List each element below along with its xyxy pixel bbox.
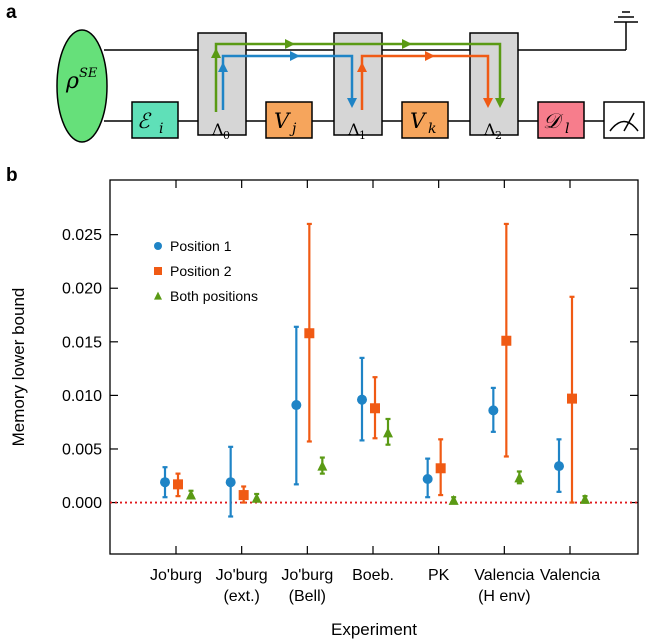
op-vk-subscript: k — [428, 121, 436, 137]
data-point — [422, 473, 433, 484]
y-tick-label: 0.025 — [62, 227, 102, 244]
initial-state-ellipse — [56, 29, 108, 143]
data-point — [383, 427, 393, 438]
lambda-2-subscript: 2 — [495, 129, 502, 142]
legend-label: Both positions — [170, 288, 258, 304]
x-tick-label: Jo'burg — [150, 567, 202, 584]
process-box-lambda-0 — [197, 32, 247, 136]
green-flow-arrow — [211, 39, 505, 112]
x-tick-label: Boeb. — [352, 567, 394, 584]
lambda-0-symbol: Λ — [211, 120, 224, 139]
op-d-subscript: l — [565, 121, 569, 137]
data-point — [251, 492, 262, 503]
plot-frame — [109, 179, 639, 555]
op-vj-subscript: j — [289, 121, 297, 137]
panel-a-circuit-diagram: a ρ SE ℰ i V j — [6, 2, 645, 143]
legend-marker — [154, 291, 162, 300]
op-e-symbol: ℰ — [137, 109, 152, 133]
data-point — [435, 463, 446, 474]
data-point — [304, 328, 315, 339]
lambda-0-subscript: 0 — [223, 129, 230, 142]
x-tick-label: Jo'burg — [281, 567, 333, 584]
y-tick-labels: 0.000 0.005 0.010 0.015 0.020 0.025 — [62, 227, 102, 512]
data-point — [173, 479, 183, 490]
panel-a-label: a — [6, 2, 17, 23]
legend-marker — [154, 242, 162, 250]
orange-flow-arrow — [357, 51, 493, 110]
process-box-lambda-1 — [333, 32, 383, 136]
data-point — [291, 400, 302, 411]
op-e-subscript: i — [159, 121, 163, 137]
x-tick-label: (ext.) — [223, 588, 259, 605]
data-point — [317, 460, 328, 471]
x-tick-label: (Bell) — [289, 588, 326, 605]
lambda-1-label: Λ 1 — [347, 120, 366, 142]
op-vj-symbol: V — [274, 109, 291, 133]
data-point — [448, 494, 459, 505]
ground-icon — [614, 11, 638, 23]
x-axis-title: Experiment — [331, 620, 417, 639]
legend-label: Position 2 — [170, 263, 232, 279]
y-tick-label: 0.020 — [62, 281, 102, 298]
series-both-positions — [186, 417, 590, 505]
data-point — [488, 405, 499, 416]
x-tick-label: (H env) — [478, 588, 530, 605]
op-box-e-i: ℰ i — [131, 101, 179, 139]
data-point — [160, 477, 170, 488]
y-tick-label: 0.005 — [62, 441, 102, 458]
x-tick-label: Valencia — [474, 567, 534, 584]
y-tick-label: 0.010 — [62, 388, 102, 405]
rho-superscript: SE — [79, 66, 98, 81]
axis-ticks — [110, 180, 638, 554]
lambda-0-label: Λ 0 — [211, 120, 230, 142]
data-point — [580, 493, 590, 504]
legend-label: Position 1 — [170, 238, 232, 254]
legend: Position 1 Position 2 Both positions — [154, 238, 258, 304]
x-tick-label: PK — [428, 567, 450, 584]
x-tick-label: Valencia — [540, 567, 600, 584]
lambda-1-subscript: 1 — [359, 129, 366, 142]
rho-symbol: ρ — [65, 69, 79, 94]
x-tick-labels: Jo'burg Jo'burg (ext.) Jo'burg (Bell) Boeb. PK… — [150, 567, 600, 605]
data-point — [370, 403, 380, 414]
op-d-symbol: 𝒟 — [543, 109, 564, 133]
legend-marker — [154, 267, 162, 275]
y-tick-label: 0.000 — [62, 495, 102, 512]
process-box-lambda-2 — [469, 32, 519, 136]
lambda-2-symbol: Λ — [483, 120, 496, 139]
y-axis-title: Memory lower bound — [9, 288, 28, 447]
y-tick-label: 0.015 — [62, 334, 102, 351]
op-vk-symbol: V — [410, 109, 427, 133]
op-box-v-k: V k — [401, 101, 449, 139]
measurement-meter-icon — [603, 101, 645, 139]
data-point — [238, 490, 249, 501]
data-point — [554, 461, 564, 472]
panel-b-label: b — [6, 165, 18, 186]
data-point — [514, 472, 525, 483]
data-point — [225, 477, 236, 488]
data-point — [357, 394, 367, 405]
lambda-2-label: Λ 2 — [483, 120, 502, 142]
lambda-1-symbol: Λ — [347, 120, 360, 139]
data-point — [186, 489, 196, 500]
op-box-v-j: V j — [265, 101, 313, 139]
data-point — [567, 393, 577, 404]
panel-b-chart: b 0.000 0.005 0.010 0.015 0.020 0.025 Jo'burg… — [6, 165, 639, 639]
op-box-d-l: 𝒟 l — [537, 101, 585, 139]
blue-flow-arrow — [218, 51, 357, 110]
data-point — [501, 335, 512, 346]
series-position-1 — [160, 325, 564, 518]
x-tick-label: Jo'burg — [216, 567, 268, 584]
series-position-2 — [173, 222, 577, 504]
data-series — [160, 222, 590, 518]
